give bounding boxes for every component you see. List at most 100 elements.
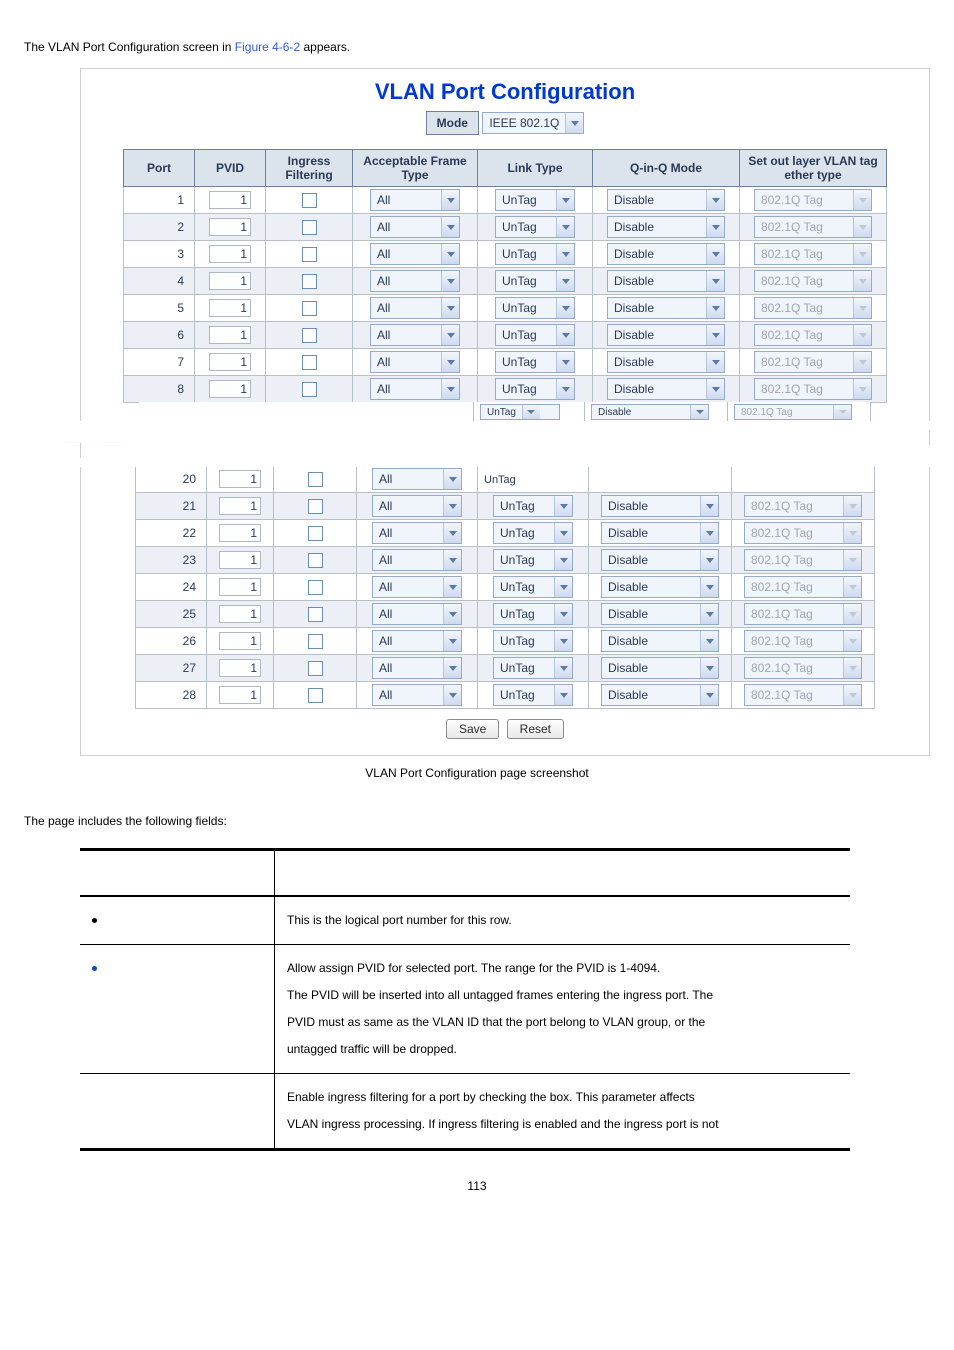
link-select[interactable]: UnTag [495, 351, 575, 373]
pvid-input[interactable] [219, 578, 261, 596]
frame-select[interactable]: All [372, 684, 462, 706]
qinq-select[interactable]: Disable [601, 684, 719, 706]
chevron-down-icon [700, 523, 718, 543]
frame-select[interactable]: All [370, 189, 460, 211]
link-select[interactable]: UnTag [493, 603, 573, 625]
ingress-checkbox[interactable] [308, 526, 323, 541]
frame-select[interactable]: All [370, 378, 460, 400]
mode-select[interactable]: IEEE 802.1Q [482, 112, 584, 134]
frame-select[interactable]: All [372, 549, 462, 571]
frame-select[interactable]: All [372, 495, 462, 517]
pvid-input[interactable] [209, 272, 251, 290]
ingress-checkbox[interactable] [302, 274, 317, 289]
link-select[interactable]: UnTag [493, 684, 573, 706]
link-select[interactable]: UnTag [495, 189, 575, 211]
pvid-input[interactable] [209, 299, 251, 317]
link-select[interactable]: UnTag [495, 378, 575, 400]
qinq-select[interactable]: Disable [607, 324, 725, 346]
pvid-input[interactable] [219, 497, 261, 515]
link-select[interactable]: UnTag [493, 630, 573, 652]
pvid-input[interactable] [209, 245, 251, 263]
field-label-pvid [80, 945, 275, 1074]
frame-select[interactable]: All [370, 270, 460, 292]
ingress-checkbox[interactable] [308, 688, 323, 703]
reset-button[interactable]: Reset [507, 719, 564, 739]
qinq-select[interactable]: Disable [601, 549, 719, 571]
qinq-select[interactable]: Disable [601, 522, 719, 544]
qinq-select[interactable]: Disable [601, 657, 719, 679]
ingress-checkbox[interactable] [302, 355, 317, 370]
frame-select[interactable]: All [370, 216, 460, 238]
chevron-down-icon [700, 631, 718, 651]
fields-intro: The page includes the following fields: [24, 814, 930, 828]
pvid-input[interactable] [209, 326, 251, 344]
figure-ref: Figure 4-6-2 [235, 40, 300, 54]
link-select[interactable]: UnTag [493, 576, 573, 598]
pvid-input[interactable] [219, 551, 261, 569]
ingress-checkbox[interactable] [308, 634, 323, 649]
qinq-select[interactable]: Disable [607, 297, 725, 319]
qinq-select-frag[interactable]: Disable [591, 404, 709, 420]
link-select[interactable]: UnTag [493, 549, 573, 571]
ingress-checkbox[interactable] [308, 472, 323, 487]
ingress-checkbox[interactable] [308, 553, 323, 568]
pvid-input[interactable] [209, 218, 251, 236]
col-pvid: PVID [195, 150, 266, 187]
frame-select[interactable]: All [370, 324, 460, 346]
qinq-select[interactable]: Disable [607, 216, 725, 238]
frame-select[interactable]: All [370, 243, 460, 265]
outer-select: 802.1Q Tag [754, 216, 872, 238]
ingress-checkbox[interactable] [308, 607, 323, 622]
link-select[interactable]: UnTag [495, 270, 575, 292]
pvid-input[interactable] [209, 191, 251, 209]
ingress-checkbox[interactable] [302, 220, 317, 235]
outer-select: 802.1Q Tag [744, 684, 862, 706]
link-select[interactable]: UnTag [493, 495, 573, 517]
table-row: 7AllUnTagDisable802.1Q Tag [124, 349, 887, 376]
pvid-input[interactable] [209, 380, 251, 398]
link-select-frag[interactable]: UnTag [480, 404, 560, 420]
frame-select[interactable]: All [372, 522, 462, 544]
ingress-checkbox[interactable] [302, 328, 317, 343]
link-select[interactable]: UnTag [493, 522, 573, 544]
chevron-down-icon [706, 379, 724, 399]
ingress-checkbox[interactable] [302, 301, 317, 316]
qinq-select[interactable]: Disable [607, 378, 725, 400]
link-select[interactable]: UnTag [495, 297, 575, 319]
save-button[interactable]: Save [446, 719, 499, 739]
qinq-select[interactable]: Disable [601, 576, 719, 598]
chevron-down-icon [853, 352, 871, 372]
ingress-checkbox[interactable] [302, 382, 317, 397]
ingress-checkbox[interactable] [302, 247, 317, 262]
frame-select[interactable]: All [370, 297, 460, 319]
pvid-input[interactable] [219, 686, 261, 704]
frame-select[interactable]: All [372, 468, 462, 490]
outer-select: 802.1Q Tag [744, 657, 862, 679]
pvid-input[interactable] [219, 632, 261, 650]
frame-select[interactable]: All [372, 603, 462, 625]
link-select[interactable]: UnTag [495, 324, 575, 346]
qinq-select[interactable]: Disable [601, 630, 719, 652]
frame-select[interactable]: All [372, 657, 462, 679]
frame-select[interactable]: All [372, 630, 462, 652]
qinq-select[interactable]: Disable [601, 603, 719, 625]
pvid-input[interactable] [219, 605, 261, 623]
ingress-checkbox[interactable] [308, 580, 323, 595]
link-select[interactable]: UnTag [495, 216, 575, 238]
pvid-input[interactable] [219, 470, 261, 488]
qinq-select[interactable]: Disable [607, 270, 725, 292]
link-select[interactable]: UnTag [493, 657, 573, 679]
frame-select[interactable]: All [370, 351, 460, 373]
qinq-select[interactable]: Disable [607, 243, 725, 265]
pvid-input[interactable] [219, 524, 261, 542]
frame-select[interactable]: All [372, 576, 462, 598]
ingress-checkbox[interactable] [308, 499, 323, 514]
qinq-select[interactable]: Disable [607, 351, 725, 373]
ingress-checkbox[interactable] [302, 193, 317, 208]
pvid-input[interactable] [219, 659, 261, 677]
qinq-select[interactable]: Disable [607, 189, 725, 211]
qinq-select[interactable]: Disable [601, 495, 719, 517]
pvid-input[interactable] [209, 353, 251, 371]
ingress-checkbox[interactable] [308, 661, 323, 676]
link-select[interactable]: UnTag [495, 243, 575, 265]
